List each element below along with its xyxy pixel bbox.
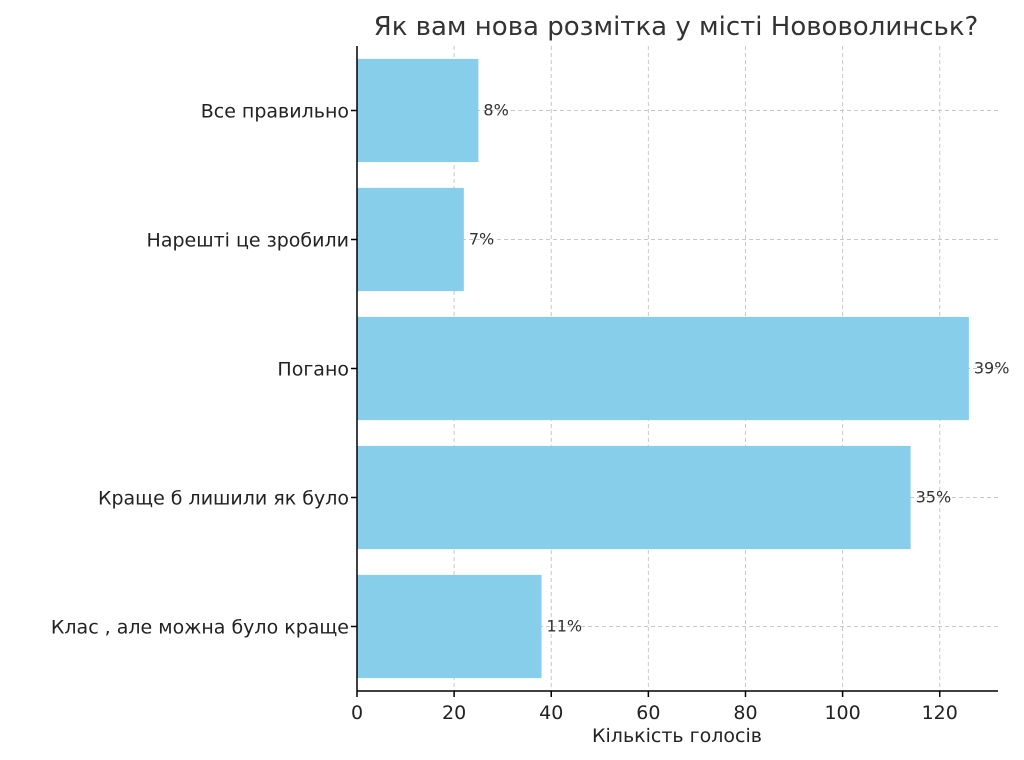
- data-label: 39%: [974, 359, 1010, 378]
- x-tick-label: 40: [539, 702, 563, 724]
- category-label: Нарешті це зробили: [147, 230, 349, 252]
- category-labels: Все правильно Нарешті це зробили Погано Кра…: [51, 101, 349, 639]
- category-label: Клас , але можна було краще: [51, 617, 349, 639]
- x-tick-label: 80: [733, 702, 757, 724]
- bar: [357, 316, 969, 421]
- bar: [357, 445, 911, 550]
- x-ticks: 0 20 40 60 80 100 120: [351, 109, 958, 724]
- x-tick-label: 60: [636, 702, 660, 724]
- bars: [357, 58, 969, 679]
- data-labels: 8% 7% 39% 35% 11%: [469, 101, 1010, 636]
- bar: [357, 187, 464, 292]
- x-tick-label: 0: [351, 702, 363, 724]
- x-axis-label: Кількість голосів: [592, 725, 762, 747]
- category-label: Все правильно: [201, 101, 349, 123]
- category-label: Погано: [277, 359, 349, 381]
- x-tick-label: 100: [824, 702, 860, 724]
- data-label: 8%: [483, 101, 508, 120]
- bar: [357, 574, 542, 679]
- bar: [357, 58, 479, 163]
- data-label: 7%: [469, 230, 494, 249]
- x-tick-label: 120: [922, 702, 958, 724]
- data-label: 35%: [916, 488, 952, 507]
- data-label: 11%: [547, 617, 583, 636]
- x-tick-label: 20: [442, 702, 466, 724]
- category-label: Краще б лишили як було: [98, 488, 349, 510]
- chart-title: Як вам нова розмітка у місті Нововолинсь…: [374, 12, 979, 42]
